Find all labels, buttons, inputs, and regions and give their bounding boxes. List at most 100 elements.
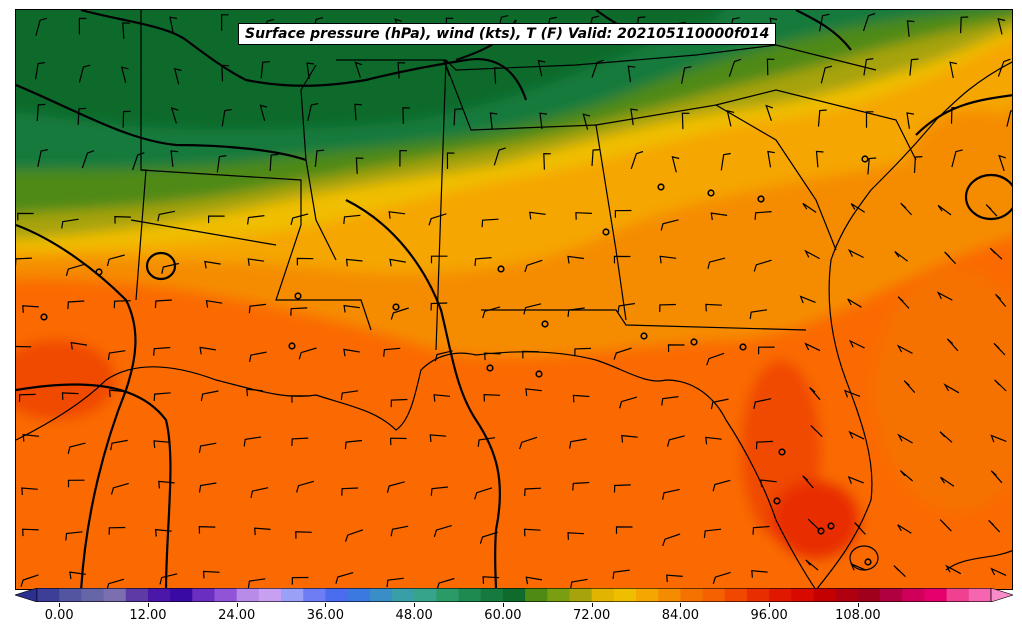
wind-barb <box>493 67 502 84</box>
temp-cool-atlantic-ne <box>906 110 1012 230</box>
wind-barb <box>753 259 772 272</box>
temp-hotspot-texas <box>16 340 116 420</box>
wind-barb <box>937 204 952 216</box>
wind-barb <box>430 302 448 311</box>
wind-barb <box>153 346 171 356</box>
wind-barb <box>474 257 492 266</box>
wind-barb <box>34 61 46 80</box>
wind-barb <box>667 344 685 352</box>
wind-barb <box>247 578 266 589</box>
station-marker <box>827 522 835 530</box>
wind-barb <box>430 486 448 496</box>
wind-barb <box>433 394 451 402</box>
wind-barb <box>78 17 87 35</box>
wind-barb <box>388 211 406 219</box>
wind-barb <box>37 149 49 167</box>
wind-barb <box>802 202 817 213</box>
wind-barb <box>570 578 588 589</box>
wind-barb <box>122 22 130 39</box>
wind-barb <box>397 61 406 79</box>
wind-barb <box>204 260 221 269</box>
wind-barb <box>243 436 262 447</box>
wind-barb <box>296 257 314 266</box>
wind-barb <box>36 103 46 121</box>
wind-barb <box>198 482 217 493</box>
colorbar-segment <box>480 588 504 602</box>
wind-barb <box>940 476 955 487</box>
wind-barb <box>108 526 126 535</box>
wind-barb <box>867 157 877 175</box>
wind-barb <box>612 569 630 580</box>
wind-barb <box>291 395 308 403</box>
station-marker <box>657 183 665 191</box>
colorbar-segment <box>369 588 393 602</box>
station-marker <box>535 370 543 378</box>
wind-barb <box>290 307 308 316</box>
station-marker <box>392 303 400 311</box>
colorbar-tick-mark <box>59 603 61 607</box>
wind-barb <box>434 350 453 362</box>
station-marker <box>486 364 494 372</box>
wind-barb <box>343 304 361 313</box>
wind-barb <box>539 112 548 130</box>
colorbar-segment <box>325 588 349 602</box>
colorbar-segment <box>680 588 704 602</box>
wind-barb <box>681 66 692 84</box>
wind-barb <box>158 480 175 489</box>
wind-barb <box>666 435 685 447</box>
wind-barb <box>804 342 821 352</box>
colorbar-segment <box>59 588 82 602</box>
colorbar-tick-label: 0.00 <box>44 608 74 623</box>
wind-barb <box>703 528 722 538</box>
wind-barb <box>159 573 178 585</box>
wind-barb <box>989 247 1003 260</box>
wind-barb <box>67 442 86 454</box>
colorbar-ticks: 0.00 12.00 24.00 36.00 48.00 60.00 72.00 84.00 9… <box>0 603 1022 629</box>
wind-barb <box>154 299 172 309</box>
wind-barb <box>630 108 638 126</box>
wind-barb <box>199 346 216 355</box>
colorbar-segment <box>658 588 681 602</box>
wind-barb <box>572 394 590 403</box>
wind-barb <box>843 389 861 398</box>
wind-barb <box>69 571 86 580</box>
wind-barb <box>820 65 833 84</box>
wind-barb <box>752 525 770 535</box>
wind-barb <box>728 58 742 77</box>
wind-barb <box>990 470 1003 484</box>
colorbar-tick-label: 96.00 <box>750 608 788 623</box>
wind-barb <box>291 576 309 585</box>
wind-barb <box>200 390 219 402</box>
wind-barb <box>522 350 539 359</box>
wind-barb <box>170 150 179 167</box>
wind-barb <box>290 213 309 225</box>
station-marker <box>707 189 715 197</box>
wind-barb <box>20 574 39 587</box>
wind-barb <box>906 112 914 129</box>
wind-barb <box>894 251 908 262</box>
colorbar-segment <box>502 588 526 602</box>
wind-barb <box>946 338 959 352</box>
wind-barb <box>810 425 823 438</box>
map-title: Surface pressure (hPa), wind (kts), T (F… <box>238 23 777 45</box>
wind-barb <box>666 574 683 583</box>
wind-barb <box>296 480 315 493</box>
wind-barb <box>755 440 773 450</box>
colorbar-segment <box>281 588 304 602</box>
wind-barb <box>802 475 814 489</box>
wind-barb <box>710 212 728 221</box>
colorbar-segment <box>968 588 992 602</box>
colorbar-segment <box>214 588 238 602</box>
wind-barb <box>523 528 541 537</box>
wind-barb <box>17 212 34 221</box>
wind-barb <box>390 307 409 320</box>
colorbar-segment <box>946 588 970 602</box>
wind-barb <box>402 107 410 124</box>
wind-barb <box>627 65 636 83</box>
station-markers <box>40 155 872 566</box>
wind-barb <box>295 531 312 539</box>
wind-barb <box>705 303 722 312</box>
wind-barb <box>269 153 279 172</box>
wind-barb <box>173 67 182 85</box>
station-marker <box>773 497 781 505</box>
